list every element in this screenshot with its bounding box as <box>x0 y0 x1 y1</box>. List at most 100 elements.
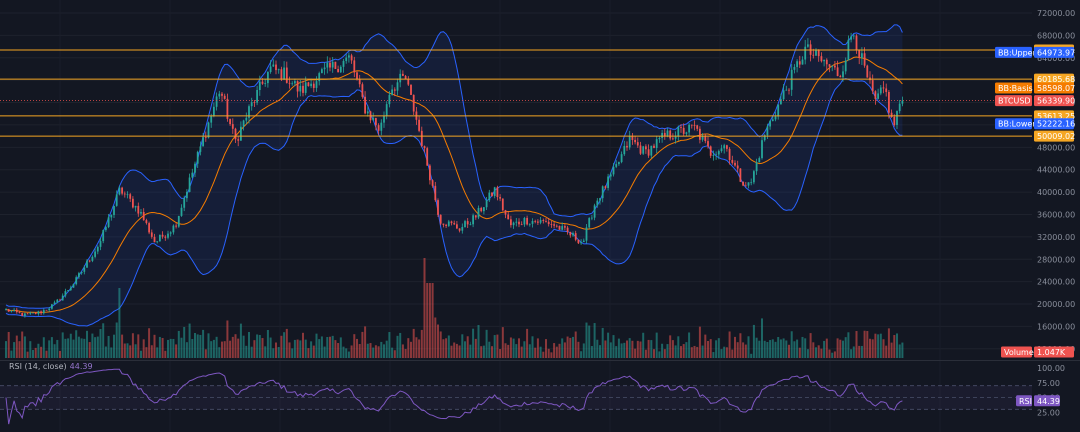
volume-bar <box>509 337 512 358</box>
volume-bar <box>188 323 191 358</box>
candle-body <box>115 194 118 206</box>
candle-body <box>45 309 48 311</box>
volume-bar <box>304 339 307 358</box>
candle-body <box>105 227 107 231</box>
candle-body <box>245 117 248 121</box>
candle-body <box>210 115 213 123</box>
candle-body <box>850 36 852 40</box>
candle-body <box>304 82 307 93</box>
candle-body <box>169 232 172 234</box>
volume-bar <box>94 337 97 358</box>
volume-bar <box>50 337 53 358</box>
level-50009-value-tag-text: 50009.02 <box>1037 132 1075 141</box>
volume-bar <box>288 342 291 358</box>
candle-body <box>291 83 294 85</box>
volume-bar <box>410 341 412 358</box>
candle-body <box>269 66 272 73</box>
candle-body <box>766 126 769 136</box>
candle-body <box>72 284 75 288</box>
volume-bar <box>866 331 869 358</box>
volume-bar <box>833 351 836 358</box>
candle-body <box>604 186 607 188</box>
volume-bar <box>420 329 423 358</box>
bb-basis-line <box>5 56 903 313</box>
candle-body <box>736 165 739 169</box>
volume-bar <box>156 347 159 358</box>
volume-bar <box>196 334 199 358</box>
candle-body <box>234 128 237 140</box>
volume-bar <box>747 336 750 358</box>
candle-body <box>801 59 804 65</box>
volume-bar <box>326 336 329 358</box>
candle-body <box>412 94 415 112</box>
volume-bar <box>472 328 475 358</box>
volume-bar <box>199 334 202 358</box>
candle-body <box>34 312 37 314</box>
volume-bar <box>234 334 237 358</box>
volume-bar <box>310 341 313 358</box>
volume-bar <box>129 345 132 358</box>
level-50009-value-tag: 50009.02 <box>1034 130 1075 142</box>
volume-bar <box>655 332 658 358</box>
volume-bar <box>345 348 348 358</box>
volume-bar <box>123 343 126 358</box>
volume-bar <box>890 342 893 358</box>
candle-body <box>442 223 445 225</box>
bb-basis-label-tag: BB:Basis <box>995 82 1033 94</box>
candle-body <box>469 224 472 226</box>
candle-body <box>323 67 326 70</box>
candle-body <box>393 89 396 91</box>
volume-bar <box>698 326 701 358</box>
candle-body <box>53 302 56 305</box>
bb-upper-value-tag-text: 64973.97 <box>1037 48 1075 57</box>
candle-body <box>283 67 285 80</box>
volume-bar <box>347 351 350 358</box>
candle-body <box>51 304 53 309</box>
volume-bar <box>501 327 504 358</box>
candle-body <box>566 227 569 232</box>
candle-body <box>750 182 753 184</box>
volume-bar <box>391 347 394 358</box>
btcusd-value-tag-bg <box>1034 95 1074 107</box>
volume-bar <box>596 339 599 358</box>
volume-bar <box>237 338 240 358</box>
btcusd-label-tag-text: BTCUSD <box>998 97 1031 106</box>
rsi-legend[interactable]: RSI (14, close) 44.39 <box>9 362 93 371</box>
volume-bar <box>358 344 361 358</box>
candle-body <box>372 118 375 121</box>
candle-body <box>612 166 615 175</box>
volume-bar <box>725 347 728 358</box>
candle-body <box>877 93 879 99</box>
volume-bar <box>863 330 866 358</box>
volume-bar <box>158 336 161 358</box>
candle-body <box>739 168 742 182</box>
candle-body <box>148 223 150 233</box>
volume-bar <box>809 333 812 358</box>
volume-bar <box>113 334 115 358</box>
candle-body <box>607 176 609 188</box>
candle-body <box>226 98 229 119</box>
bb-basis-value-tag-text: 58598.07 <box>1037 84 1075 93</box>
candle-body <box>790 69 793 90</box>
volume-bar <box>639 341 642 358</box>
volume-bar <box>331 335 334 358</box>
bb-basis-value-tag-bg <box>1034 82 1074 94</box>
volume-bar <box>383 344 385 358</box>
volume-bar <box>798 347 801 358</box>
volume-bar <box>712 352 715 358</box>
volume-bar <box>550 352 553 358</box>
volume-bar <box>545 339 547 358</box>
volume-bar <box>777 337 780 358</box>
volume-bar <box>99 329 102 358</box>
volume-bar <box>40 346 43 358</box>
candle-body <box>450 221 453 224</box>
candle-body <box>763 135 766 141</box>
candle-body <box>596 200 599 206</box>
candle-body <box>456 224 458 229</box>
volume-bar <box>148 328 151 358</box>
candle-body <box>874 91 877 99</box>
volume-bar <box>256 334 259 358</box>
candle-body <box>348 55 350 58</box>
